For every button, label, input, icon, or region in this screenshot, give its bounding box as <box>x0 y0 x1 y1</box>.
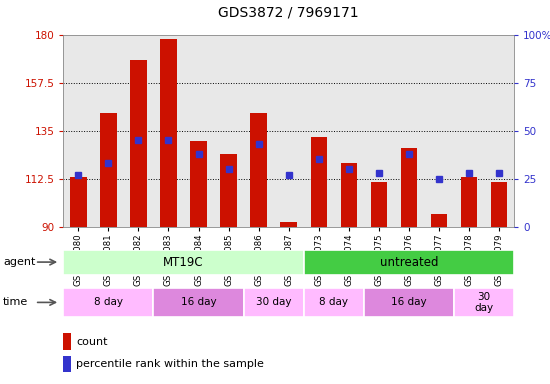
Bar <box>304 288 364 317</box>
Text: 16 day: 16 day <box>391 297 427 308</box>
Text: agent: agent <box>3 257 36 267</box>
Bar <box>244 288 304 317</box>
Bar <box>401 147 417 227</box>
Bar <box>221 154 237 227</box>
Text: 30
day: 30 day <box>475 291 494 313</box>
Text: GDS3872 / 7969171: GDS3872 / 7969171 <box>218 5 359 19</box>
Text: untreated: untreated <box>379 256 438 268</box>
Bar <box>160 39 177 227</box>
Text: 8 day: 8 day <box>320 297 348 308</box>
Bar <box>431 214 447 227</box>
Bar <box>130 60 147 227</box>
Bar <box>70 177 86 227</box>
Bar <box>340 162 357 227</box>
Bar <box>461 177 477 227</box>
Text: 16 day: 16 day <box>181 297 216 308</box>
Bar <box>63 356 71 372</box>
Bar <box>190 141 207 227</box>
Text: 8 day: 8 day <box>94 297 123 308</box>
Text: percentile rank within the sample: percentile rank within the sample <box>76 359 264 369</box>
Text: 30 day: 30 day <box>256 297 292 308</box>
Bar <box>63 250 304 275</box>
Bar <box>304 250 514 275</box>
Text: time: time <box>3 297 29 308</box>
Bar <box>153 288 244 317</box>
Bar <box>280 222 297 227</box>
Bar <box>63 288 153 317</box>
Text: MT19C: MT19C <box>163 256 204 268</box>
Bar <box>311 137 327 227</box>
Bar <box>371 182 387 227</box>
Bar <box>100 114 117 227</box>
Bar <box>364 288 454 317</box>
Text: count: count <box>76 337 107 347</box>
Bar <box>63 333 71 349</box>
Bar <box>250 114 267 227</box>
Bar <box>491 182 508 227</box>
Bar <box>454 288 514 317</box>
